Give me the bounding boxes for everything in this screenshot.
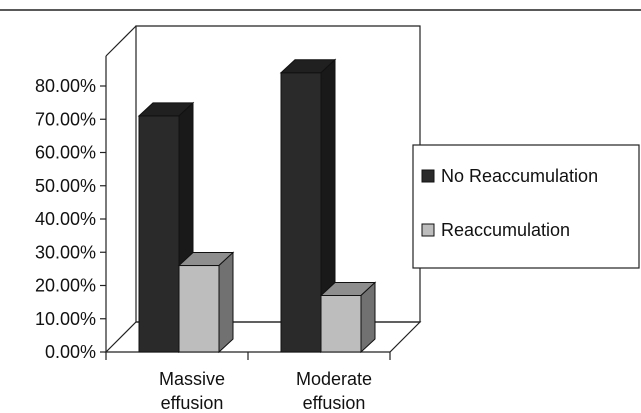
y-tick-label: 0.00% (45, 342, 96, 362)
y-tick-label: 10.00% (35, 309, 96, 329)
category-label: Moderate effusion (296, 369, 372, 413)
y-tick-label: 40.00% (35, 209, 96, 229)
bar-front (178, 265, 220, 353)
category-label-line: effusion (303, 393, 366, 413)
legend: No Reaccumulation Reaccumulation (412, 144, 640, 269)
bar (137, 101, 195, 354)
y-tick-label: 50.00% (35, 176, 96, 196)
bar (319, 281, 377, 354)
y-tick-label: 30.00% (35, 242, 96, 262)
bar-side (218, 251, 234, 354)
chart-bars (137, 58, 377, 354)
side-wall-top-edge (105, 25, 137, 57)
legend-label: No Reaccumulation (441, 166, 598, 186)
y-tick-label: 60.00% (35, 143, 96, 163)
legend-box (412, 144, 640, 269)
y-tick-label: 20.00% (35, 276, 96, 296)
legend-swatch (421, 169, 435, 183)
bar (279, 58, 337, 354)
category-label: Massive effusion (159, 369, 225, 413)
legend-swatch (421, 223, 435, 237)
y-tick-label: 80.00% (35, 76, 96, 96)
category-label-line: effusion (161, 393, 224, 413)
bar-front (320, 294, 362, 353)
bar-front (280, 72, 322, 353)
bar-front (138, 115, 180, 353)
y-tick-label: 70.00% (35, 109, 96, 129)
bar (177, 251, 235, 354)
category-labels: Massive effusion Moderate effusion (159, 369, 372, 413)
category-label-line: Massive (159, 369, 225, 389)
y-tick-labels: 0.00% 10.00% 20.00% 30.00% 40.00% 50.00% 60.00… (35, 76, 96, 362)
legend-label: Reaccumulation (441, 220, 570, 240)
bar-side (360, 281, 376, 354)
category-label-line: Moderate (296, 369, 372, 389)
